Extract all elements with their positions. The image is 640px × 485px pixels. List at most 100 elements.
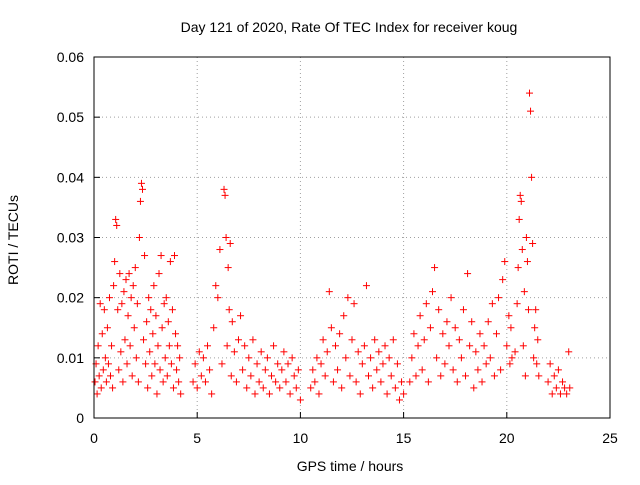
data-point-0-194: [420, 336, 428, 344]
data-point-0-132: [280, 348, 288, 356]
data-point-0-130: [276, 384, 284, 392]
x-axis-label: GPS time / hours: [297, 458, 404, 474]
data-point-0-256: [530, 354, 538, 362]
data-point-0-105: [226, 240, 234, 248]
data-point-0-19: [111, 258, 119, 266]
data-point-0-250: [523, 258, 531, 266]
data-point-0-92: [206, 366, 214, 374]
data-point-0-114: [243, 384, 251, 392]
data-point-0-103: [224, 264, 232, 272]
data-point-0-173: [373, 366, 381, 374]
data-point-0-228: [490, 372, 498, 380]
data-point-0-158: [342, 354, 350, 362]
data-point-0-183: [393, 360, 401, 368]
data-point-0-199: [431, 264, 439, 272]
data-point-0-154: [334, 366, 342, 374]
data-point-0-7: [98, 330, 106, 338]
data-point-0-265: [550, 372, 558, 380]
data-point-0-8: [99, 366, 107, 374]
data-point-0-220: [474, 366, 482, 374]
data-point-0-75: [168, 306, 176, 314]
data-point-0-57: [150, 282, 158, 290]
data-point-0-50: [143, 318, 151, 326]
data-point-0-215: [464, 270, 472, 278]
data-point-0-246: [519, 342, 527, 350]
data-point-0-0: [91, 378, 99, 386]
data-point-0-96: [214, 294, 222, 302]
data-point-0-25: [117, 348, 125, 356]
chart-title: Day 121 of 2020, Rate Of TEC Index for r…: [181, 19, 518, 35]
data-point-0-6: [97, 384, 105, 392]
data-point-0-111: [237, 312, 245, 320]
data-point-0-4: [95, 372, 103, 380]
data-point-0-87: [195, 348, 203, 356]
data-point-0-197: [426, 324, 434, 332]
data-point-0-208: [449, 366, 457, 374]
data-point-0-60: [153, 390, 161, 398]
data-point-0-52: [145, 294, 153, 302]
data-point-0-237: [507, 324, 515, 332]
data-point-0-12: [103, 324, 111, 332]
data-point-0-137: [290, 372, 298, 380]
data-point-0-187: [406, 378, 414, 386]
x-tick-label-0: 0: [90, 430, 98, 446]
data-point-0-38: [130, 324, 138, 332]
data-point-0-216: [466, 342, 474, 350]
data-point-0-100: [221, 191, 229, 199]
data-point-0-72: [165, 342, 173, 350]
data-point-0-218: [470, 384, 478, 392]
data-point-0-47: [140, 336, 148, 344]
x-tick-label-4: 20: [499, 430, 515, 446]
data-point-0-119: [253, 360, 261, 368]
data-point-0-11: [102, 378, 110, 386]
data-point-0-200: [433, 354, 441, 362]
data-point-0-115: [245, 354, 253, 362]
data-point-0-156: [338, 384, 346, 392]
data-point-0-122: [259, 384, 267, 392]
data-point-0-41: [133, 300, 141, 308]
data-point-0-177: [381, 342, 389, 350]
data-point-0-272: [565, 348, 573, 356]
data-point-0-131: [278, 366, 286, 374]
y-tick-label-2: 0.02: [57, 290, 84, 306]
data-point-0-180: [387, 372, 395, 380]
data-point-0-42: [134, 378, 142, 386]
data-point-0-192: [416, 312, 424, 320]
data-point-0-257: [531, 324, 539, 332]
data-point-0-71: [164, 318, 172, 326]
data-point-0-133: [282, 378, 290, 386]
data-point-0-221: [476, 330, 484, 338]
data-point-0-214: [462, 372, 470, 380]
data-point-0-211: [455, 336, 463, 344]
data-point-0-76: [169, 384, 177, 392]
data-point-0-54: [147, 306, 155, 314]
data-point-0-148: [321, 372, 329, 380]
data-point-0-204: [441, 360, 449, 368]
data-point-0-135: [286, 390, 294, 398]
data-point-0-188: [408, 354, 416, 362]
data-point-0-139: [294, 366, 302, 374]
data-point-0-9: [100, 306, 108, 314]
data-point-0-104: [225, 306, 233, 314]
axes: 0 5 10 15 20 25 0 0.01 0.02 0.03 0.04 0.05 0.06: [57, 49, 618, 446]
data-point-0-217: [468, 318, 476, 326]
data-point-0-163: [352, 378, 360, 386]
data-point-0-174: [375, 348, 383, 356]
y-tick-label-1: 0.01: [57, 350, 84, 366]
data-point-0-15: [107, 372, 115, 380]
data-point-0-22: [114, 306, 122, 314]
data-point-0-88: [197, 372, 205, 380]
y-tick-label-3: 0.03: [57, 230, 84, 246]
data-point-0-162: [350, 300, 358, 308]
data-point-0-63: [156, 366, 164, 374]
data-point-0-28: [120, 288, 128, 296]
data-points: [91, 89, 574, 404]
data-point-0-266: [552, 384, 560, 392]
data-point-0-167: [360, 342, 368, 350]
data-point-0-102: [223, 342, 231, 350]
data-point-0-207: [447, 294, 455, 302]
data-point-0-179: [385, 354, 393, 362]
data-point-0-251: [524, 306, 532, 314]
